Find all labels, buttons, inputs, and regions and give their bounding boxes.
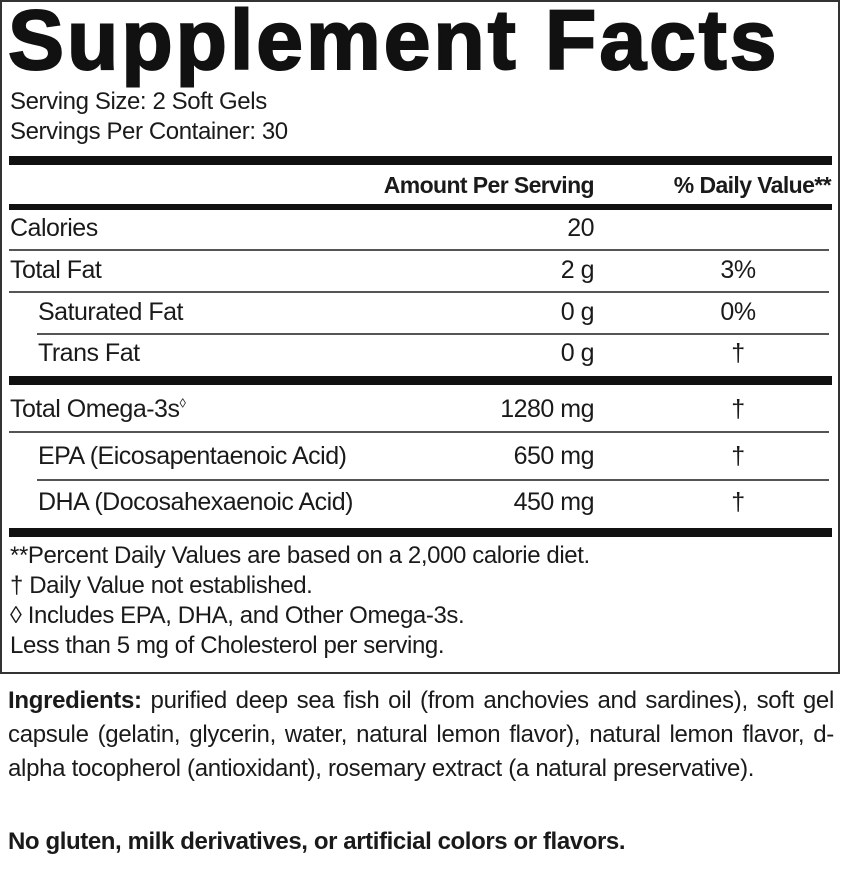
supplement-facts-panel: Supplement Facts Serving Size: 2 Soft Ge… — [0, 0, 840, 674]
nutrient-amount: 1280 mg — [500, 395, 594, 423]
nutrient-row: Calories 20 — [2, 214, 841, 244]
nutrient-label: EPA (Eicosapentaenoic Acid) — [38, 442, 347, 470]
nutrient-row: Total Omega-3s◊ 1280 mg † — [2, 395, 841, 425]
nutrient-row: DHA (Docosahexaenoic Acid) 450 mg † — [2, 488, 841, 518]
thick-divider — [9, 156, 832, 165]
ingredients: Ingredients: purified deep sea fish oil … — [8, 684, 834, 786]
nutrient-dv: † — [731, 339, 745, 367]
footnote: **Percent Daily Values are based on a 2,… — [10, 542, 590, 569]
row-divider — [37, 479, 829, 481]
nutrient-label: Total Fat — [10, 256, 102, 284]
nutrient-amount: 2 g — [560, 256, 595, 284]
footnote-marker: ◊ — [179, 395, 186, 411]
nutrient-label: Calories — [10, 214, 98, 242]
nutrient-amount: 0 g — [560, 339, 595, 367]
thick-divider — [9, 376, 832, 385]
nutrient-dv: † — [731, 395, 745, 423]
nutrient-amount: 0 g — [560, 298, 595, 326]
amount-header: Amount Per Serving — [383, 172, 595, 198]
row-divider — [9, 249, 829, 251]
serving-size: Serving Size: 2 Soft Gels — [10, 88, 267, 115]
row-divider — [9, 291, 829, 293]
thick-divider — [9, 528, 832, 537]
nutrient-dv: † — [731, 488, 745, 516]
nutrient-amount: 650 mg — [513, 442, 595, 470]
divider — [9, 204, 832, 210]
nutrient-label: DHA (Docosahexaenoic Acid) — [38, 488, 353, 516]
nutrient-amount: 20 — [567, 214, 594, 242]
row-divider — [37, 333, 829, 335]
nutrient-dv: 3% — [720, 256, 756, 284]
ingredients-text: purified deep sea fish oil (from anchovi… — [8, 687, 834, 782]
nutrient-dv: 0% — [720, 298, 756, 326]
footnote: ◊ Includes EPA, DHA, and Other Omega-3s. — [10, 602, 465, 629]
nutrient-row: Saturated Fat 0 g 0% — [2, 298, 841, 328]
nutrient-label-text: Total Omega-3s — [10, 395, 180, 423]
daily-value-header: % Daily Value** — [673, 172, 832, 198]
nutrient-label: Trans Fat — [38, 339, 140, 367]
nutrient-amount: 450 mg — [513, 488, 595, 516]
nutrient-row: EPA (Eicosapentaenoic Acid) 650 mg † — [2, 442, 841, 472]
nutrient-label: Saturated Fat — [38, 298, 183, 326]
servings-per-container: Servings Per Container: 30 — [10, 118, 288, 145]
footnote: Less than 5 mg of Cholesterol per servin… — [10, 632, 445, 659]
nutrient-row: Trans Fat 0 g † — [2, 339, 841, 369]
ingredients-label: Ingredients: — [8, 687, 142, 714]
nutrient-row: Total Fat 2 g 3% — [2, 256, 841, 286]
footnote: † Daily Value not established. — [10, 572, 313, 599]
allergen-statement: No gluten, milk derivatives, or artifici… — [8, 828, 626, 855]
nutrient-dv: † — [731, 442, 745, 470]
row-divider — [9, 431, 829, 433]
column-header: Amount Per Serving % Daily Value** — [2, 172, 841, 202]
panel-title: Supplement Facts — [7, 0, 780, 88]
nutrient-label: Total Omega-3s◊ — [10, 395, 186, 424]
